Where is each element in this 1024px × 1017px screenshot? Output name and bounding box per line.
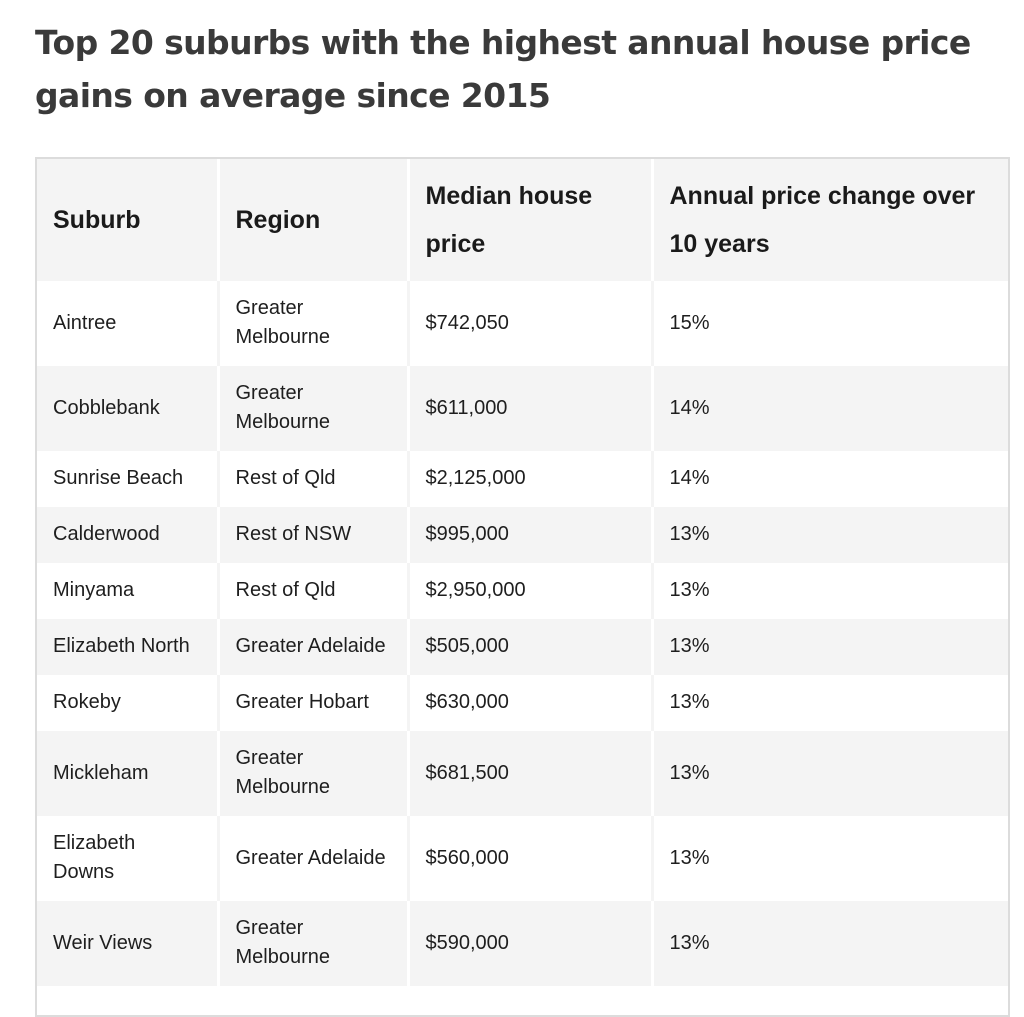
- cell-median-price: $630,000: [408, 675, 654, 731]
- cell-region: Greater Melbourne: [218, 366, 410, 451]
- table-row: Aintree Greater Melbourne $742,050 15%: [37, 281, 1008, 366]
- cell-suburb: Calderwood: [37, 507, 220, 563]
- cell-annual-change: 14%: [652, 366, 1008, 451]
- cell-region: Greater Adelaide: [218, 816, 410, 901]
- table-row: Calderwood Rest of NSW $995,000 13%: [37, 507, 1008, 563]
- cell-annual-change: 13%: [652, 731, 1008, 816]
- cell-annual-change: 13%: [652, 901, 1008, 986]
- suburb-price-table: Suburb Region Median house price Annual …: [37, 159, 1008, 986]
- cell-median-price: $681,500: [408, 731, 654, 816]
- cell-suburb: Weir Views: [37, 901, 220, 986]
- cell-median-price: $505,000: [408, 619, 654, 675]
- cell-median-price: $560,000: [408, 816, 654, 901]
- cell-median-price: $995,000: [408, 507, 654, 563]
- header-region: Region: [218, 159, 410, 281]
- cell-annual-change: 13%: [652, 816, 1008, 901]
- cell-annual-change: 13%: [652, 563, 1008, 619]
- table-row: Rokeby Greater Hobart $630,000 13%: [37, 675, 1008, 731]
- cell-region: Greater Melbourne: [218, 731, 410, 816]
- suburb-price-table-container: Suburb Region Median house price Annual …: [35, 157, 1010, 1017]
- cell-suburb: Elizabeth Downs: [37, 816, 220, 901]
- header-suburb: Suburb: [37, 159, 220, 281]
- table-row: Elizabeth Downs Greater Adelaide $560,00…: [37, 816, 1008, 901]
- cell-median-price: $611,000: [408, 366, 654, 451]
- cell-annual-change: 13%: [652, 507, 1008, 563]
- header-annual-price-change: Annual price change over 10 years: [652, 159, 1008, 281]
- table-row: Cobblebank Greater Melbourne $611,000 14…: [37, 366, 1008, 451]
- cell-region: Greater Melbourne: [218, 901, 410, 986]
- cell-region: Rest of Qld: [218, 451, 410, 507]
- cell-annual-change: 13%: [652, 619, 1008, 675]
- cell-suburb: Sunrise Beach: [37, 451, 220, 507]
- cell-region: Rest of NSW: [218, 507, 410, 563]
- table-row: Mickleham Greater Melbourne $681,500 13%: [37, 731, 1008, 816]
- cell-median-price: $2,950,000: [408, 563, 654, 619]
- cell-suburb: Rokeby: [37, 675, 220, 731]
- table-row: Minyama Rest of Qld $2,950,000 13%: [37, 563, 1008, 619]
- cell-median-price: $590,000: [408, 901, 654, 986]
- cell-region: Greater Adelaide: [218, 619, 410, 675]
- cell-region: Greater Melbourne: [218, 281, 410, 366]
- cell-suburb: Mickleham: [37, 731, 220, 816]
- table-header-row: Suburb Region Median house price Annual …: [37, 159, 1008, 281]
- table-row: Sunrise Beach Rest of Qld $2,125,000 14%: [37, 451, 1008, 507]
- cell-suburb: Elizabeth North: [37, 619, 220, 675]
- table-row: Elizabeth North Greater Adelaide $505,00…: [37, 619, 1008, 675]
- cell-region: Rest of Qld: [218, 563, 410, 619]
- cell-median-price: $742,050: [408, 281, 654, 366]
- header-median-house-price: Median house price: [408, 159, 654, 281]
- cell-median-price: $2,125,000: [408, 451, 654, 507]
- cell-annual-change: 15%: [652, 281, 1008, 366]
- cell-suburb: Cobblebank: [37, 366, 220, 451]
- table-row: Weir Views Greater Melbourne $590,000 13…: [37, 901, 1008, 986]
- cell-annual-change: 14%: [652, 451, 1008, 507]
- cell-suburb: Aintree: [37, 281, 220, 366]
- cell-suburb: Minyama: [37, 563, 220, 619]
- page-title: Top 20 suburbs with the highest annual h…: [35, 23, 971, 115]
- cell-annual-change: 13%: [652, 675, 1008, 731]
- cell-region: Greater Hobart: [218, 675, 410, 731]
